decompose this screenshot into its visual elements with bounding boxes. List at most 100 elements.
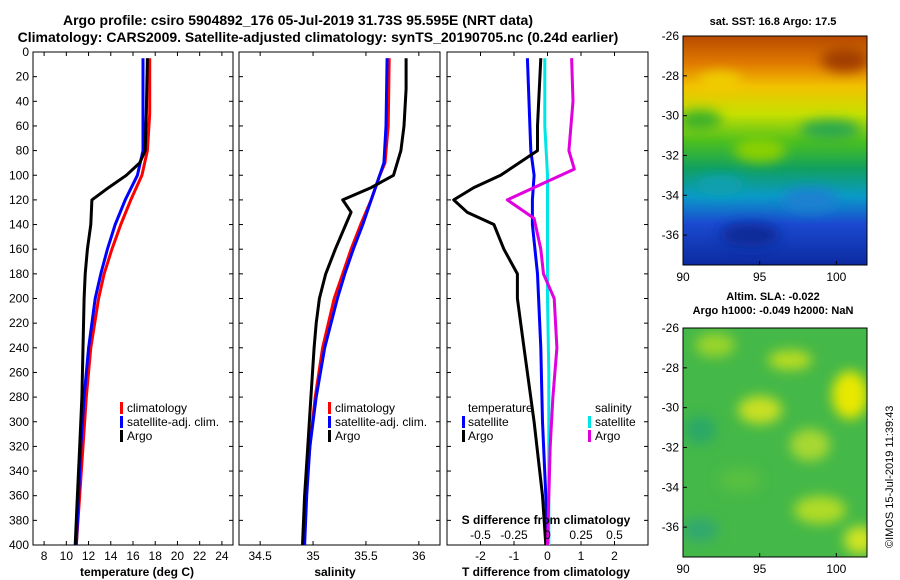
map-y-tick-label: -30 xyxy=(662,109,680,123)
depth-tick-label: 40 xyxy=(16,94,30,108)
sst-patch xyxy=(696,175,744,195)
x-tick-label: 35.5 xyxy=(354,549,378,563)
x-tick-label: 16 xyxy=(126,549,140,563)
difference-legend: temperature satellite Argo salinity sate… xyxy=(462,401,636,443)
series-satellite-adj-clim- xyxy=(74,58,145,545)
s-difference-top-label: S difference from climatology xyxy=(462,513,631,527)
series-t-argo xyxy=(452,58,548,545)
legend-satellite: satellite-adj. clim. xyxy=(127,415,219,429)
salinity-series xyxy=(301,58,408,545)
depth-tick-label: 200 xyxy=(9,292,29,306)
map-y-tick-label: -28 xyxy=(662,361,680,375)
legend-t-satellite: satellite xyxy=(468,415,509,429)
legend-title-salinity: salinity xyxy=(595,401,632,415)
sla-map-title-1: Altim. SLA: -0.022 xyxy=(726,291,820,303)
x-tick-label: 22 xyxy=(193,549,207,563)
x-tick-label: 8 xyxy=(41,549,48,563)
x-tick-label: 12 xyxy=(82,549,96,563)
map-y-tick-label: -34 xyxy=(662,480,680,494)
map-x-tick-label: 100 xyxy=(826,562,846,576)
map-x-tick-label: 90 xyxy=(676,562,690,576)
x-tick-label: 18 xyxy=(149,549,163,563)
x-tick-label: 36 xyxy=(412,549,426,563)
series-s-argo xyxy=(505,58,576,545)
series-argo xyxy=(301,58,408,545)
legend-swatch-argo xyxy=(328,430,331,442)
sla-patch xyxy=(718,468,762,492)
legend-s-satellite: satellite xyxy=(595,415,636,429)
depth-tick-label: 340 xyxy=(9,464,29,478)
sst-map-axes: 90 95 100 -26 -28 -30 -32 -34 -36 xyxy=(662,29,847,284)
depth-tick-label: 300 xyxy=(9,415,29,429)
map-y-tick-label: -32 xyxy=(662,148,680,162)
map-x-tick-label: 90 xyxy=(676,270,690,284)
x-tick-label: 1 xyxy=(578,549,585,563)
legend-climatology: climatology xyxy=(127,401,187,415)
sla-map-frame xyxy=(682,327,868,558)
depth-tick-label: 260 xyxy=(9,365,29,379)
legend-swatch-t-satellite xyxy=(462,416,465,428)
depth-tick-label: 100 xyxy=(9,168,29,182)
sla-patch xyxy=(768,350,812,370)
temperature-panel-frame xyxy=(32,51,234,546)
sst-texture xyxy=(683,48,867,247)
sla-patch xyxy=(683,518,718,542)
sst-patch xyxy=(782,188,838,212)
s-tick-label: 0.5 xyxy=(606,528,623,542)
depth-tick-label: 240 xyxy=(9,341,29,355)
s-tick-label: -0.5 xyxy=(470,528,491,542)
legend-satellite: satellite-adj. clim. xyxy=(335,415,427,429)
sst-patch xyxy=(734,138,786,162)
salinity-x-axis: 34.5 35 35.5 36 xyxy=(248,52,426,563)
depth-tick-label: 220 xyxy=(9,316,29,330)
legend-swatch-s-satellite xyxy=(588,416,591,428)
s-tick-label: 0 xyxy=(544,528,551,542)
sla-patch xyxy=(738,396,782,424)
series-climatology xyxy=(74,58,152,545)
legend-s-argo: Argo xyxy=(595,429,621,443)
x-tick-label: 34.5 xyxy=(248,549,272,563)
sla-heatmap xyxy=(683,328,867,557)
series-climatology xyxy=(302,58,391,545)
sla-texture xyxy=(683,333,867,554)
temperature-xlabel: temperature (deg C) xyxy=(80,565,194,579)
depth-tick-label: 60 xyxy=(16,119,30,133)
x-tick-label: 14 xyxy=(104,549,118,563)
legend-argo: Argo xyxy=(127,429,153,443)
legend-t-argo: Argo xyxy=(468,429,494,443)
sst-patch xyxy=(800,120,860,140)
sla-patch xyxy=(844,526,867,554)
depth-tick-label: 160 xyxy=(9,242,29,256)
series-s-satellite xyxy=(543,58,551,545)
legend-title-temperature: temperature xyxy=(468,401,533,415)
sst-patch xyxy=(683,110,722,130)
temperature-x-axis: 8 10 12 14 16 18 20 22 24 xyxy=(41,52,229,563)
salinity-legend: climatology satellite-adj. clim. Argo xyxy=(328,401,427,443)
legend-swatch-satellite xyxy=(120,416,123,428)
map-y-tick-label: -34 xyxy=(662,188,680,202)
x-tick-label: -2 xyxy=(475,549,486,563)
legend-argo: Argo xyxy=(335,429,361,443)
temperature-legend: climatology satellite-adj. clim. Argo xyxy=(120,401,219,443)
depth-tick-label: 180 xyxy=(9,267,29,281)
map-y-tick-label: -26 xyxy=(662,321,680,335)
sla-patch xyxy=(794,496,846,524)
s-difference-axis: -0.5 -0.25 0 0.25 0.5 xyxy=(470,528,623,542)
series-argo xyxy=(73,58,149,545)
map-x-tick-label: 95 xyxy=(753,270,767,284)
sla-patch xyxy=(684,416,716,444)
sla-patch xyxy=(832,371,867,419)
temperature-series xyxy=(73,58,152,545)
legend-swatch-t-argo xyxy=(462,430,465,442)
map-y-tick-label: -36 xyxy=(662,520,680,534)
x-tick-label: 0 xyxy=(544,549,551,563)
sst-map-frame xyxy=(682,35,868,266)
legend-swatch-argo xyxy=(120,430,123,442)
map-y-tick-label: -36 xyxy=(662,228,680,242)
depth-tick-label: 0 xyxy=(22,45,29,59)
difference-series xyxy=(452,58,576,545)
x-tick-label: -1 xyxy=(509,549,520,563)
map-x-tick-label: 95 xyxy=(753,562,767,576)
salinity-xlabel: salinity xyxy=(314,565,356,579)
map-y-tick-label: -30 xyxy=(662,401,680,415)
